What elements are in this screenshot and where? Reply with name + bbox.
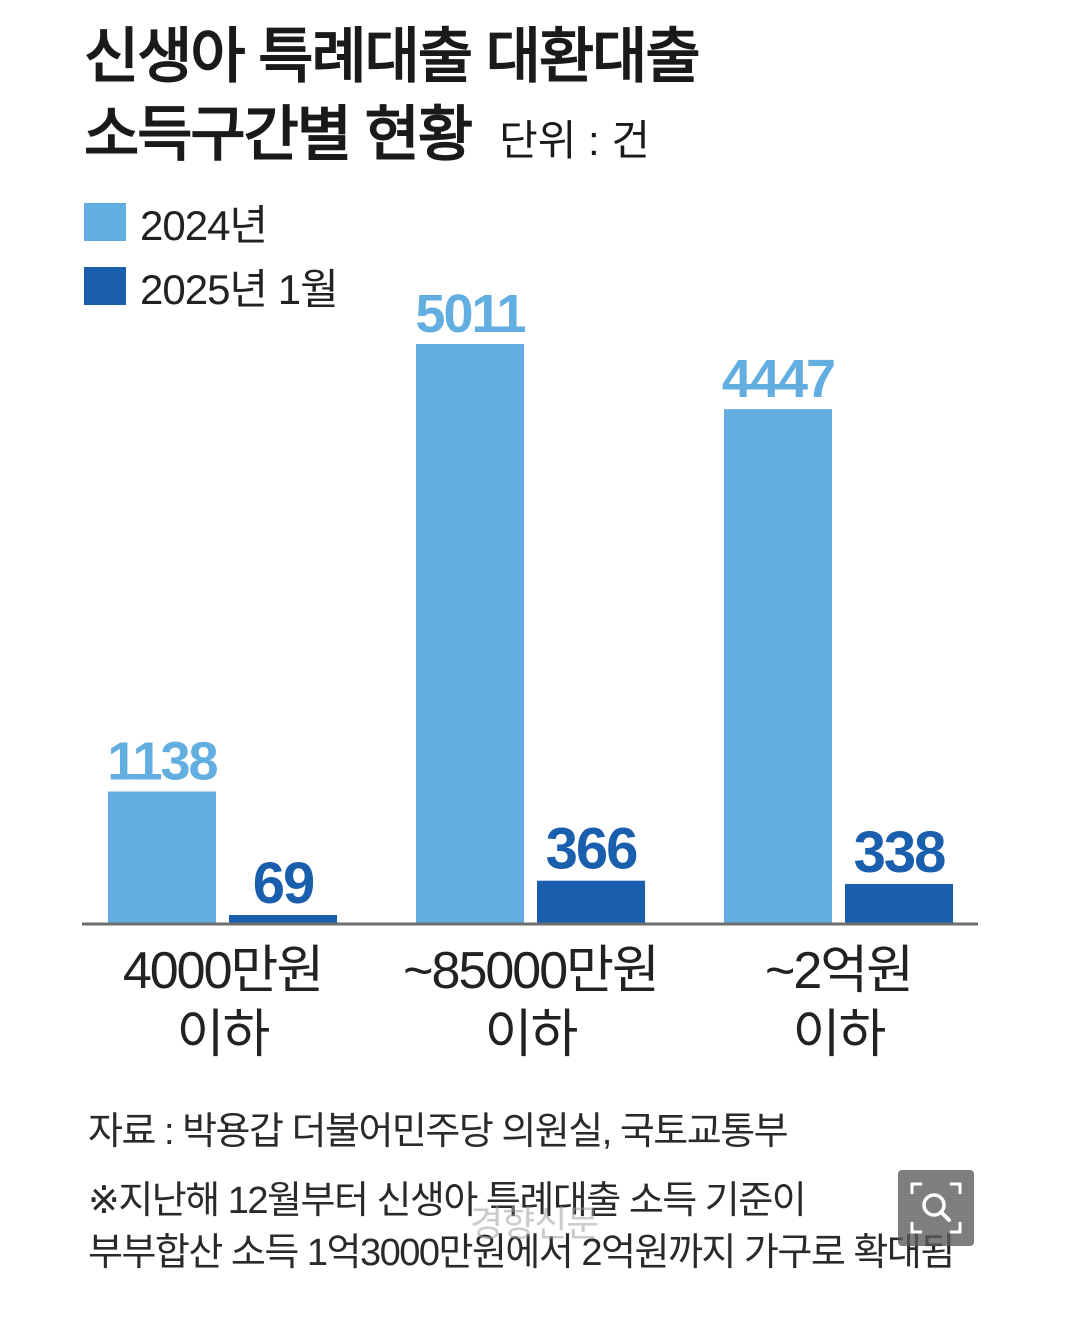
note-line-2: 부부합산 소득 1억3000만원에서 2억원까지 가구로 확대됨 (88, 1232, 955, 1274)
title-line-2: 소득구간별 현황 단위 : 건 (84, 96, 699, 180)
title-line-1: 신생아 특례대출 대환대출 (84, 23, 701, 90)
legend-swatch-2025-jan (84, 267, 126, 305)
legend-label-2024: 2024년 (140, 201, 268, 249)
footer: 자료 : 박용갑 더불어민주당 의원실, 국토교통부 ※지난해 12월부터 신생… (88, 1100, 955, 1279)
category-label-1-line0: ~85000만원 (403, 942, 658, 1000)
watermark-logo: 경향신문 (470, 1203, 599, 1244)
bar-2025-jan-cat2 (845, 883, 953, 923)
source-text: 자료 : 박용갑 더불어민주당 의원실, 국토교통부 (88, 1111, 789, 1153)
data-label-2025-jan-cat0: 69 (253, 851, 314, 916)
bar-2024-cat2 (724, 409, 832, 923)
data-label-2024-cat1: 5011 (415, 284, 525, 344)
bar-2025-jan-cat1 (537, 880, 645, 923)
bar-2025-jan-cat0 (229, 915, 337, 923)
category-label-0-line1: 이하 (177, 1006, 270, 1064)
zoom-button[interactable] (898, 1170, 974, 1246)
category-label-1-line1: 이하 (485, 1006, 578, 1064)
category-label-0-line0: 4000만원 (123, 942, 322, 1000)
magnifier-icon (910, 1182, 962, 1234)
bar-2024-cat0 (108, 791, 216, 923)
chart-title: 신생아 특례대출 대환대출 소득구간별 현황 단위 : 건 (84, 18, 701, 180)
unit-label: 단위 : 건 (499, 117, 651, 164)
legend-item-2024: 2024년 (84, 190, 338, 254)
legend-item-2025-jan: 2025년 1월 (84, 254, 339, 318)
data-label-2025-jan-cat1: 366 (546, 817, 638, 882)
data-label-2024-cat2: 4447 (722, 349, 834, 409)
data-label-2025-jan-cat2: 338 (854, 820, 946, 885)
category-label-2-line0: ~2억원 (765, 942, 912, 1000)
legend-swatch-2024 (84, 203, 126, 241)
title-line-2-text: 소득구간별 현황 (84, 101, 473, 168)
note-line-1: ※지난해 12월부터 신생아 특례대출 소득 기준이 (88, 1180, 807, 1222)
legend: 2024년 2025년 1월 (84, 190, 339, 318)
data-label-2024-cat0: 1138 (107, 732, 217, 792)
bar-2024-cat1 (416, 344, 524, 923)
legend-label-2025-jan: 2025년 1월 (140, 265, 339, 313)
category-label-2-line1: 이하 (793, 1006, 886, 1064)
